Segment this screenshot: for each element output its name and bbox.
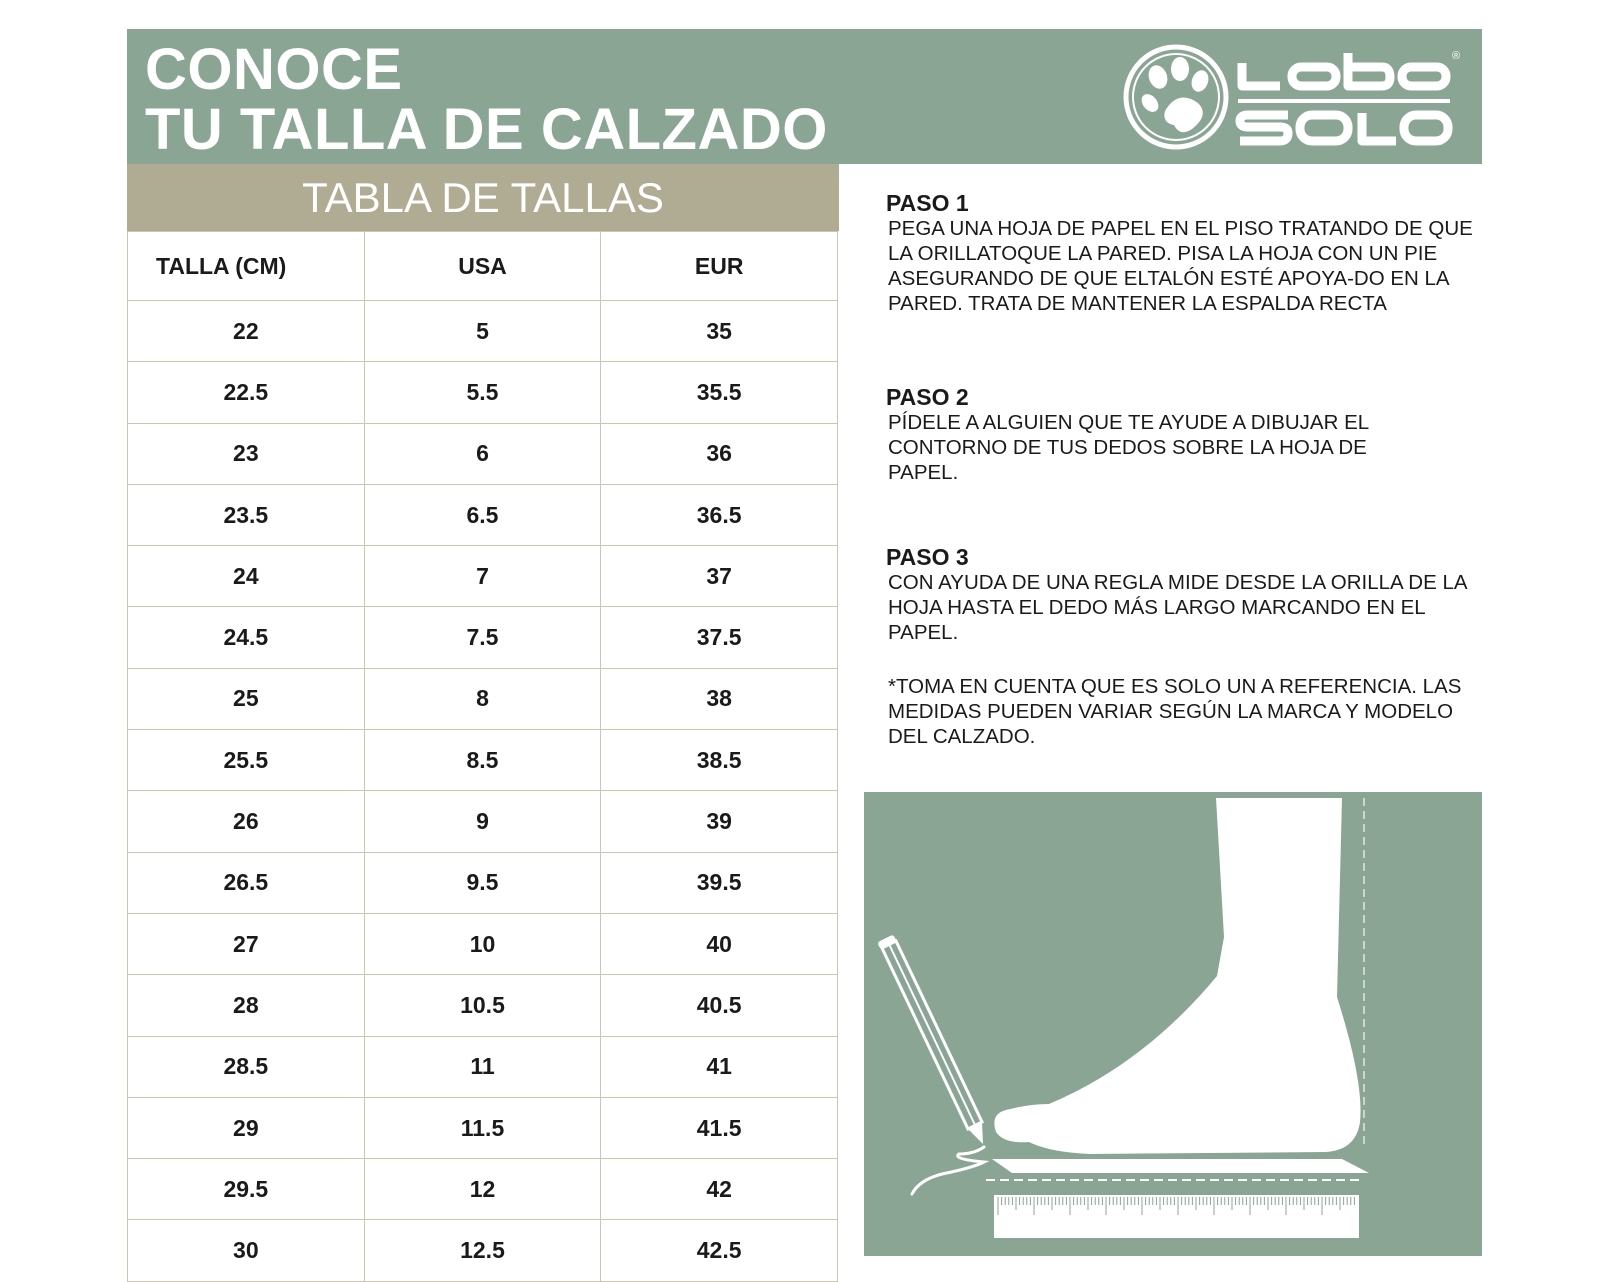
cell-usa: 10.5 (363, 974, 602, 1037)
table-row: 26 9 39 (127, 790, 838, 853)
cell-usa: 8 (363, 667, 602, 731)
cell-talla-cm: 30 (127, 1219, 365, 1282)
cell-usa: 7 (363, 545, 602, 608)
cell-usa: 6 (363, 422, 602, 485)
table-row: 25 8 38 (127, 667, 838, 731)
cell-talla-cm: 27 (127, 912, 365, 976)
cell-eur: 36 (600, 422, 838, 485)
disclaimer-note: *TOMA EN CUENTA QUE ES SOLO UN A REFEREN… (886, 674, 1486, 749)
table-row: 22.5 5.5 35.5 (127, 361, 838, 424)
cell-usa: 9 (363, 790, 602, 853)
size-table: TALLA (CM) USA EUR 22 5 35 22.5 5.5 35.5 23 6 36… (127, 231, 838, 1282)
cell-eur: 40 (600, 912, 838, 976)
table-row: 24 7 37 (127, 545, 838, 608)
cell-eur: 35 (600, 299, 838, 363)
size-table-title: TABLA DE TALLAS (127, 164, 839, 231)
foot-measure-illustration (864, 792, 1482, 1256)
cell-usa: 12.5 (363, 1219, 602, 1282)
table-row: 23.5 6.5 36.5 (127, 483, 838, 547)
cell-talla-cm: 23.5 (127, 483, 365, 547)
cell-talla-cm: 22.5 (127, 361, 365, 424)
cell-eur: 41.5 (600, 1096, 838, 1160)
registered-mark: ® (1452, 50, 1460, 62)
column-header-eur: EUR (600, 231, 838, 301)
step-title: PASO 2 (886, 384, 969, 410)
title-line-2: TU TALLA DE CALZADO (145, 97, 828, 162)
cell-usa: 7.5 (363, 606, 602, 669)
header-banner: CONOCE TU TALLA DE CALZADO ® (127, 29, 1482, 164)
cell-eur: 41 (600, 1035, 838, 1098)
step-text: PÍDELE A ALGUIEN QUE TE AYUDE A DIBUJAR … (888, 411, 1369, 484)
cell-talla-cm: 22 (127, 299, 365, 363)
pencil-icon (878, 935, 984, 1144)
step-3: PASO 3 CON AYUDA DE UNA REGLA MIDE DESDE… (886, 544, 1486, 645)
table-row: 29.5 12 42 (127, 1158, 838, 1221)
cell-talla-cm: 23 (127, 422, 365, 485)
step-text: PEGA UNA HOJA DE PAPEL EN EL PISO TRATAN… (888, 217, 1473, 315)
cell-talla-cm: 25.5 (127, 729, 365, 792)
table-row: 22 5 35 (127, 299, 838, 363)
note-text: *TOMA EN CUENTA QUE ES SOLO UN A REFEREN… (888, 675, 1462, 748)
cell-talla-cm: 26.5 (127, 851, 365, 914)
cell-usa: 10 (363, 912, 602, 976)
step-1: PASO 1 PEGA UNA HOJA DE PAPEL EN EL PISO… (886, 190, 1486, 316)
table-row: 29 11.5 41.5 (127, 1096, 838, 1160)
cell-eur: 35.5 (600, 361, 838, 424)
table-row: 28.5 11 41 (127, 1035, 838, 1098)
table-header-row: TALLA (CM) USA EUR (127, 231, 838, 301)
size-table-section: TABLA DE TALLAS TALLA (CM) USA EUR 22 5 35… (127, 164, 839, 1282)
cell-eur: 42 (600, 1158, 838, 1221)
cell-eur: 38 (600, 667, 838, 731)
cell-usa: 5 (363, 299, 602, 363)
cell-eur: 36.5 (600, 483, 838, 547)
cell-usa: 12 (363, 1158, 602, 1221)
cell-talla-cm: 25 (127, 667, 365, 731)
cell-talla-cm: 28.5 (127, 1035, 365, 1098)
table-row: 30 12.5 42.5 (127, 1219, 838, 1282)
table-row: 25.5 8.5 38.5 (127, 729, 838, 792)
cell-eur: 39 (600, 790, 838, 853)
table-row: 24.5 7.5 37.5 (127, 606, 838, 669)
cell-talla-cm: 26 (127, 790, 365, 853)
table-row: 23 6 36 (127, 422, 838, 485)
ruler-icon (994, 1195, 1359, 1238)
lobo-solo-logo: ® (1123, 44, 1460, 150)
column-header-talla: TALLA (CM) (127, 231, 365, 301)
table-row: 26.5 9.5 39.5 (127, 851, 838, 914)
cell-talla-cm: 29.5 (127, 1158, 365, 1221)
cell-eur: 38.5 (600, 729, 838, 792)
cell-usa: 6.5 (363, 483, 602, 547)
cell-eur: 37 (600, 545, 838, 608)
step-title: PASO 1 (886, 190, 969, 216)
cell-eur: 42.5 (600, 1219, 838, 1282)
cell-talla-cm: 28 (127, 974, 365, 1037)
step-title: PASO 3 (886, 544, 969, 570)
column-header-usa: USA (363, 231, 602, 301)
cell-eur: 39.5 (600, 851, 838, 914)
foot-icon (994, 798, 1361, 1154)
step-text: CON AYUDA DE UNA REGLA MIDE DESDE LA ORI… (888, 571, 1467, 644)
table-row: 28 10.5 40.5 (127, 974, 838, 1037)
cell-talla-cm: 24 (127, 545, 365, 608)
cell-usa: 11 (363, 1035, 602, 1098)
cell-eur: 37.5 (600, 606, 838, 669)
cell-usa: 9.5 (363, 851, 602, 914)
table-row: 27 10 40 (127, 912, 838, 976)
cell-talla-cm: 24.5 (127, 606, 365, 669)
step-2: PASO 2 PÍDELE A ALGUIEN QUE TE AYUDE A D… (886, 384, 1486, 485)
cell-usa: 8.5 (363, 729, 602, 792)
cell-eur: 40.5 (600, 974, 838, 1037)
cell-usa: 5.5 (363, 361, 602, 424)
cell-usa: 11.5 (363, 1096, 602, 1160)
cell-talla-cm: 29 (127, 1096, 365, 1160)
title-line-1: CONOCE (145, 37, 403, 102)
